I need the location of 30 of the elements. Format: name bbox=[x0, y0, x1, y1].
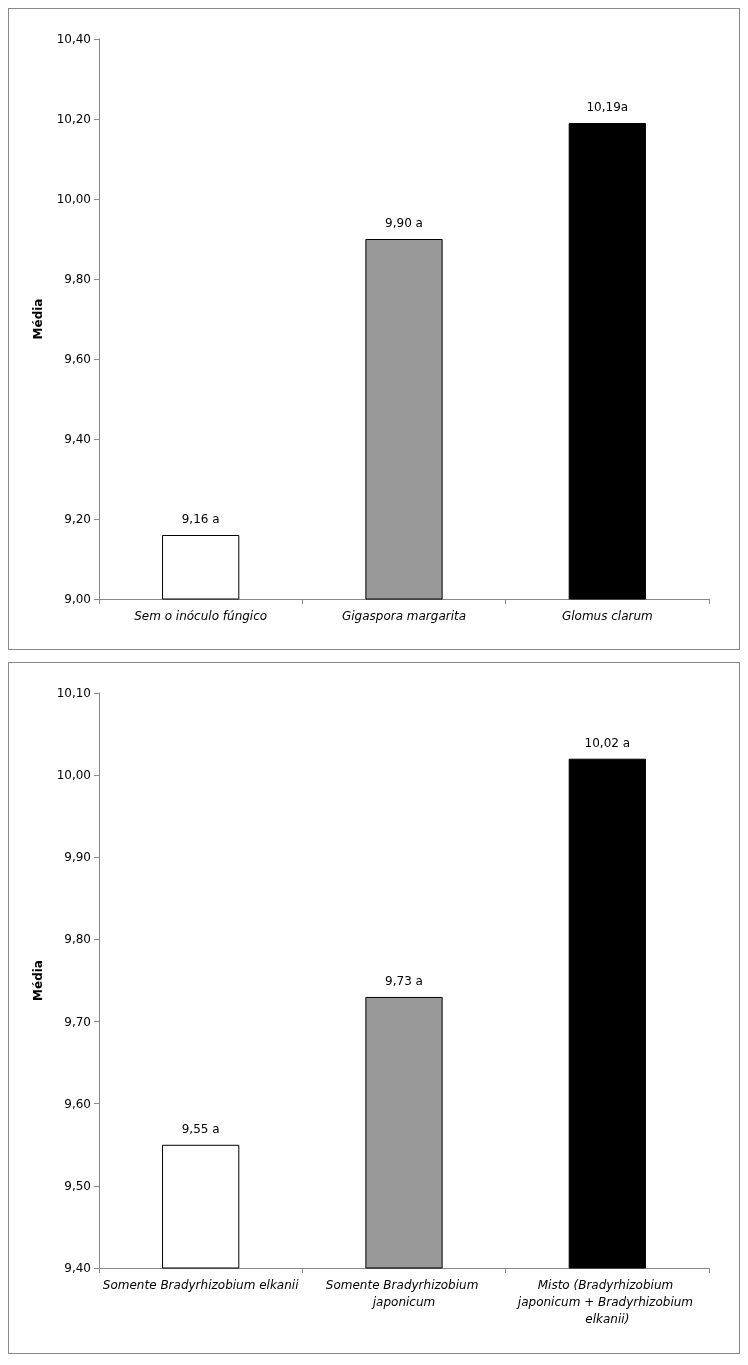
y-tick-label: 9,90 bbox=[64, 850, 91, 865]
y-tick-label: 9,20 bbox=[64, 512, 91, 526]
y-tick-label: 9,40 bbox=[64, 432, 91, 446]
y-tick-label: 9,70 bbox=[64, 1014, 91, 1029]
y-tick-label: 9,50 bbox=[64, 1178, 91, 1193]
y-tick-label: 10,00 bbox=[56, 768, 91, 783]
y-tick-label: 10,40 bbox=[56, 32, 91, 46]
y-tick-label: 9,80 bbox=[64, 272, 91, 286]
x-tick-label: Gigaspora margarita bbox=[341, 608, 467, 623]
y-tick-label: 9,60 bbox=[64, 352, 91, 366]
x-tick-label: Misto (Bradyrhizobium japonicum + Bradyrhizobium elkanii) bbox=[515, 1277, 697, 1326]
y-axis-title: Média bbox=[31, 298, 45, 340]
y-axis-title: Média bbox=[31, 960, 45, 1001]
x-tick-label: Glomus clarum bbox=[561, 608, 653, 623]
data-label: 9,73 a bbox=[385, 973, 423, 988]
data-label: 10,19a bbox=[586, 100, 629, 114]
x-tick-label: Somente Bradyrhizobium japonicum bbox=[325, 1277, 483, 1309]
data-label: 9,90 a bbox=[385, 216, 423, 230]
y-tick-label: 10,20 bbox=[56, 112, 91, 126]
y-tick-label: 10,00 bbox=[56, 192, 91, 206]
y-tick-label: 9,60 bbox=[64, 1096, 91, 1111]
x-tick-label: Somente Bradyrhizobium elkanii bbox=[102, 1277, 300, 1292]
x-tick-label: Sem o inóculo fúngico bbox=[134, 608, 268, 623]
data-label: 9,16 a bbox=[181, 512, 220, 526]
y-tick-label: 10,10 bbox=[56, 686, 91, 700]
y-tick-label: 9,80 bbox=[64, 932, 91, 947]
y-tick-label: 9,00 bbox=[64, 592, 91, 606]
data-label: 9,55 a bbox=[181, 1121, 220, 1136]
y-tick-label: 9,40 bbox=[64, 1261, 91, 1275]
data-label: 10,02 a bbox=[584, 735, 631, 750]
